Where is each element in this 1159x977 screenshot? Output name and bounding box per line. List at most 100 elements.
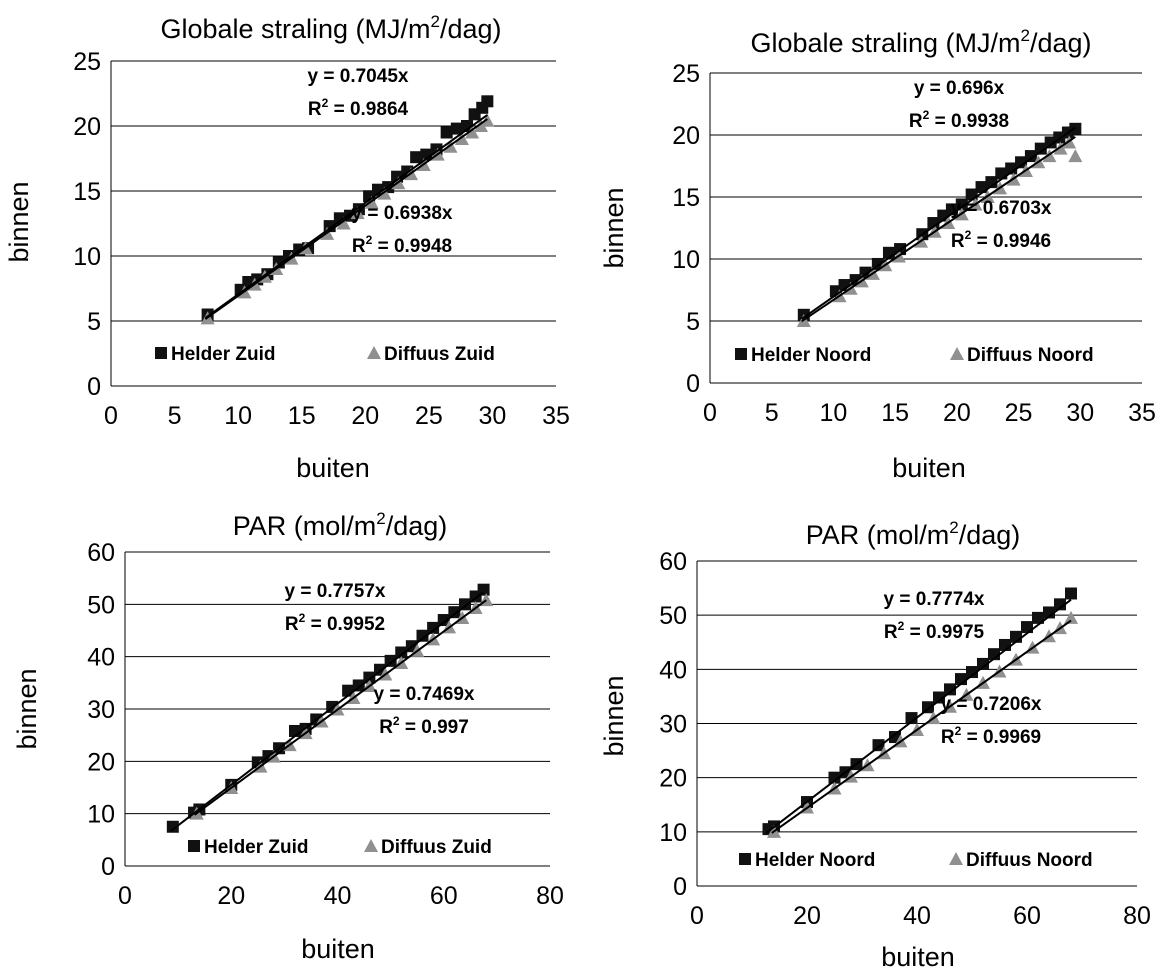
y-tick-label: 50 (87, 591, 115, 619)
trend-equation-label: y = 0.7045x (308, 66, 409, 87)
y-tick-label: 10 (73, 243, 101, 271)
data-point (828, 771, 841, 784)
trend-r2-label-rest: = 0.9952 (305, 614, 385, 635)
x-tick-label: 0 (118, 882, 132, 910)
y-tick-label: 20 (659, 765, 687, 793)
x-tick-label: 20 (943, 399, 971, 427)
data-point (427, 621, 440, 634)
legend-marker (367, 346, 381, 359)
legend: Helder Noord Diffuus Noord (739, 850, 1093, 871)
legend: Helder Noord Diffuus Noord (735, 345, 1094, 366)
chart-title-after: /dag) (440, 14, 502, 44)
data-point (944, 683, 956, 696)
y-tick-label: 0 (686, 370, 700, 398)
trend-r2-label: R2 = 0.997 (379, 714, 469, 738)
y-tick-label: 20 (87, 748, 115, 776)
trend-r2-label-rest: = 0.9969 (961, 727, 1041, 748)
trend-equation-label: y = 0.6938x (352, 203, 453, 224)
y-tick-label: 50 (659, 602, 687, 630)
data-point (1034, 142, 1047, 155)
chart-global-south: 0 5 10 15 20 25 0 5 10 15 20 25 30 35 Globale straling… (4, 12, 570, 483)
trend-r2-label-base: R (379, 717, 393, 738)
y-tick-label: 10 (672, 246, 700, 274)
trendline-triangle (194, 599, 487, 816)
y-tick-label: 60 (87, 539, 115, 567)
trendline-square (170, 591, 485, 832)
legend-label: Diffuus Noord (966, 850, 1093, 871)
trend-r2-label-base: R (909, 111, 923, 132)
y-tick-label: 10 (87, 801, 115, 829)
x-tick-label: 0 (104, 402, 118, 430)
data-point (882, 246, 895, 259)
legend-marker (155, 347, 167, 359)
data-point (1064, 610, 1078, 624)
legend-label: Diffuus Zuid (384, 344, 495, 365)
data-point (477, 583, 490, 596)
legend-marker (950, 347, 964, 360)
x-axis-label: buiten (892, 453, 966, 483)
legend: Helder Zuid Diffuus Zuid (155, 344, 495, 365)
chart-title: Globale straling (MJ/m2/dag) (160, 12, 501, 44)
trend-r2-label-rest: = 0.9948 (372, 236, 452, 257)
data-point (465, 125, 480, 139)
trend-equation-label: y = 0.7774x (884, 589, 985, 610)
y-tick-label: 10 (659, 819, 687, 847)
chart-title-sup: 2 (1021, 26, 1030, 45)
trend-r2-label: R2 = 0.9946 (951, 228, 1051, 252)
trend-r2-label-sup: 2 (366, 233, 373, 247)
chart-title: PAR (mol/m2/dag) (233, 509, 448, 541)
trend-r2-label-sup: 2 (393, 714, 400, 728)
trendline-square (801, 126, 1076, 320)
data-point (336, 216, 351, 230)
trendline-square (204, 114, 488, 319)
data-point (1015, 156, 1028, 169)
chart-panel-par-south: 0 10 20 30 40 50 60 0 20 40 60 80 PAR (mol/m2/dag) bu… (0, 486, 579, 972)
y-tick-label: 5 (87, 308, 101, 336)
legend-marker (739, 853, 751, 865)
chart-title-sup: 2 (949, 518, 958, 537)
x-tick-label: 25 (415, 402, 443, 430)
x-tick-label: 15 (881, 399, 909, 427)
y-axis-label: binnen (599, 187, 629, 268)
trend-r2-label-base: R (941, 727, 955, 748)
trend-r2-label-base: R (352, 236, 366, 257)
data-point (395, 646, 408, 659)
trend-equation-label: y = 0.7206x (941, 694, 1042, 715)
y-tick-label: 20 (73, 113, 101, 141)
legend-label: Diffuus Noord (967, 345, 1094, 366)
trend-equation-label: y = 0.696x (914, 78, 1005, 99)
x-tick-label: 20 (217, 882, 245, 910)
y-tick-label: 40 (659, 656, 687, 684)
x-tick-label: 30 (479, 402, 507, 430)
data-point (1069, 122, 1082, 135)
legend: Helder Zuid Diffuus Zuid (188, 837, 492, 858)
gridlines (111, 60, 556, 387)
y-axis-label: binnen (599, 675, 629, 756)
y-tick-label: 15 (73, 178, 101, 206)
legend-label: Diffuus Zuid (381, 837, 492, 858)
legend-label: Helder Noord (755, 850, 875, 871)
data-point (955, 198, 968, 211)
trend-r2-label-sup: 2 (955, 724, 962, 738)
data-point (416, 629, 429, 642)
data-point (1024, 150, 1037, 163)
trend-r2-label: R2 = 0.9864 (308, 96, 409, 120)
x-tick-label: 25 (1005, 399, 1033, 427)
trend-r2-label-sup: 2 (322, 96, 329, 110)
chart-title-sup: 2 (376, 509, 385, 528)
y-tick-label: 25 (73, 48, 101, 76)
x-tick-label: 60 (430, 882, 458, 910)
data-point (1032, 611, 1044, 624)
legend-marker (364, 839, 378, 852)
x-tick-label: 20 (793, 902, 821, 930)
y-tick-label: 30 (659, 711, 687, 739)
chart-title-before: Globale straling (MJ/m (750, 28, 1020, 58)
gridlines (697, 560, 1137, 887)
chart-title-before: PAR (mol/m (806, 520, 950, 550)
x-tick-label: 0 (703, 399, 717, 427)
data-point (448, 606, 461, 619)
trend-r2-label: R2 = 0.9948 (352, 233, 452, 257)
data-point (1054, 598, 1066, 611)
x-tick-label: 10 (820, 399, 848, 427)
